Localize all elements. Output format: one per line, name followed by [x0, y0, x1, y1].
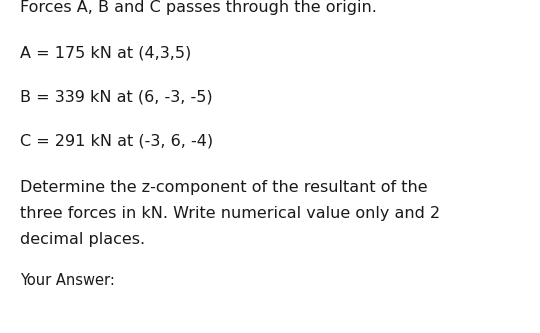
Text: B = 339 kN at (6, -3, -5): B = 339 kN at (6, -3, -5): [20, 90, 213, 105]
Text: C = 291 kN at (-3, 6, -4): C = 291 kN at (-3, 6, -4): [20, 133, 213, 148]
Text: A = 175 kN at (4,3,5): A = 175 kN at (4,3,5): [20, 46, 191, 61]
Text: Determine the z-component of the resultant of the: Determine the z-component of the resulta…: [20, 180, 428, 195]
Text: decimal places.: decimal places.: [20, 232, 145, 247]
Text: Your Answer:: Your Answer:: [20, 273, 115, 288]
Text: three forces in kN. Write numerical value only and 2: three forces in kN. Write numerical valu…: [20, 206, 440, 221]
Text: Forces A, B and C passes through the origin.: Forces A, B and C passes through the ori…: [20, 0, 377, 15]
